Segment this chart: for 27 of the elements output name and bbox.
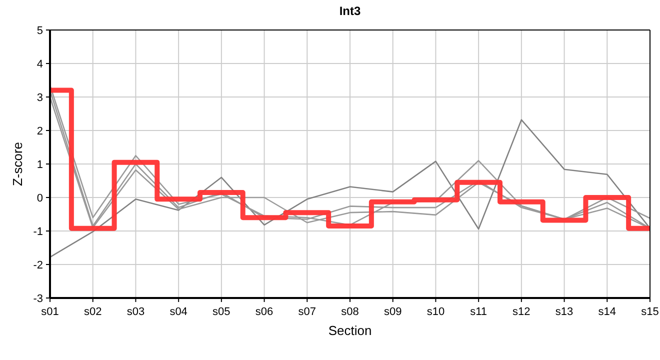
x-tick-label: s02: [84, 306, 102, 318]
x-tick-label: s15: [641, 306, 659, 318]
x-tick-label: s04: [170, 306, 188, 318]
x-tick-label: s01: [41, 306, 59, 318]
x-tick-label: s08: [341, 306, 359, 318]
x-tick-label: s09: [384, 306, 402, 318]
y-tick-label: -2: [33, 259, 43, 272]
x-tick-label: s11: [470, 306, 488, 318]
x-tick-label: s07: [298, 306, 316, 318]
x-tick-label: s06: [255, 306, 274, 318]
x-tick-label: s03: [126, 306, 145, 318]
y-tick-label: 2: [36, 125, 43, 138]
chart-title: Int3: [339, 4, 361, 18]
y-tick-label: 4: [36, 58, 43, 70]
y-tick-label: 1: [36, 158, 43, 171]
y-tick-label: 5: [36, 24, 43, 37]
y-tick-label: 3: [36, 92, 43, 104]
y-axis-title: Z-score: [10, 142, 25, 186]
x-tick-label: s10: [426, 306, 445, 318]
x-axis-title: Section: [328, 323, 372, 338]
y-tick-label: -1: [33, 226, 43, 238]
y-tick-label: -3: [33, 292, 43, 305]
x-tick-label: s05: [212, 306, 230, 318]
x-tick-label: s12: [512, 306, 530, 318]
y-tick-label: 0: [36, 192, 43, 204]
x-tick-label: s14: [598, 306, 616, 318]
x-tick-label: s13: [555, 306, 574, 318]
